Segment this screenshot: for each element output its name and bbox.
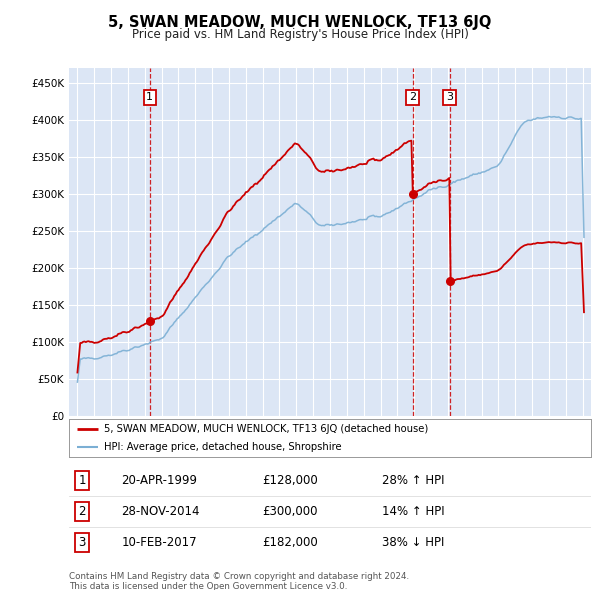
Text: 28% ↑ HPI: 28% ↑ HPI (382, 474, 445, 487)
Text: 14% ↑ HPI: 14% ↑ HPI (382, 505, 445, 519)
Text: 2: 2 (78, 505, 86, 519)
Text: 28-NOV-2014: 28-NOV-2014 (121, 505, 200, 519)
Text: 10-FEB-2017: 10-FEB-2017 (121, 536, 197, 549)
Text: 3: 3 (79, 536, 86, 549)
Text: 20-APR-1999: 20-APR-1999 (121, 474, 197, 487)
Text: 38% ↓ HPI: 38% ↓ HPI (382, 536, 445, 549)
Text: £182,000: £182,000 (262, 536, 318, 549)
Text: 5, SWAN MEADOW, MUCH WENLOCK, TF13 6JQ (detached house): 5, SWAN MEADOW, MUCH WENLOCK, TF13 6JQ (… (104, 424, 429, 434)
Text: HPI: Average price, detached house, Shropshire: HPI: Average price, detached house, Shro… (104, 442, 342, 452)
Text: 1: 1 (146, 93, 154, 103)
Text: 2: 2 (409, 93, 416, 103)
Text: 5, SWAN MEADOW, MUCH WENLOCK, TF13 6JQ: 5, SWAN MEADOW, MUCH WENLOCK, TF13 6JQ (109, 15, 491, 30)
Text: Contains HM Land Registry data © Crown copyright and database right 2024.: Contains HM Land Registry data © Crown c… (69, 572, 409, 581)
Text: This data is licensed under the Open Government Licence v3.0.: This data is licensed under the Open Gov… (69, 582, 347, 590)
Text: £300,000: £300,000 (262, 505, 317, 519)
Text: 3: 3 (446, 93, 453, 103)
Text: £128,000: £128,000 (262, 474, 318, 487)
Text: Price paid vs. HM Land Registry's House Price Index (HPI): Price paid vs. HM Land Registry's House … (131, 28, 469, 41)
Text: 1: 1 (78, 474, 86, 487)
